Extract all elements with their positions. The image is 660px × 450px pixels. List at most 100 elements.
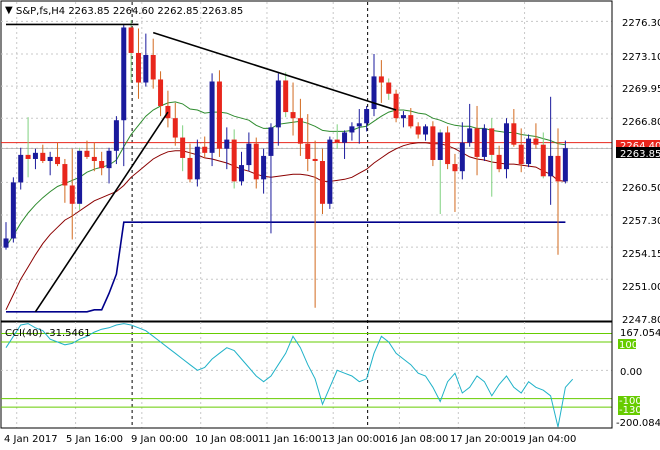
candle-body [548, 155, 554, 177]
candle-body [239, 165, 245, 182]
candle-body [231, 139, 237, 182]
candle-body [69, 185, 75, 204]
candle-body [526, 138, 532, 165]
price-tick-label: 2247.80 [622, 315, 660, 326]
candle-body [62, 164, 68, 186]
price-tag-current-label: 2263.85 [620, 149, 660, 160]
price-tag-red-label: 2264.40 [620, 141, 660, 152]
cci-tick-label: 167.0543 [620, 328, 660, 339]
candle-body [533, 138, 539, 145]
candle-body [481, 128, 487, 157]
time-tick-label: 11 Jan 16:00 [258, 434, 321, 445]
price-tag-current [616, 147, 660, 158]
candle-body [342, 132, 348, 143]
candle-body [180, 137, 186, 158]
candle-body [349, 126, 355, 133]
candle-body [297, 118, 303, 144]
candle-body [187, 157, 193, 180]
candle-body [452, 164, 458, 172]
candle-body [305, 143, 311, 159]
candle-body [518, 144, 524, 165]
trend-lines[interactable] [6, 23, 397, 313]
header-arrow-icon[interactable]: ▼ [5, 5, 13, 16]
candle-body [415, 126, 421, 135]
time-tick-label: 16 Jan 08:00 [385, 434, 448, 445]
candle-body [202, 146, 208, 153]
candle-body [135, 52, 141, 83]
candle-body [77, 150, 83, 204]
candle-body [261, 155, 267, 180]
candle-body [224, 139, 230, 149]
candle-body [150, 55, 156, 80]
cci-level-tag-100 [618, 339, 636, 349]
trend-line [34, 111, 169, 313]
candle-body [371, 76, 377, 110]
candle-body [334, 139, 340, 143]
candle-body [364, 109, 370, 124]
trend-line [152, 31, 397, 111]
price-tick-label: 2273.10 [622, 52, 660, 63]
candle-body [91, 156, 97, 161]
support-step-line [6, 221, 566, 313]
candle-body [246, 143, 252, 166]
candle-body [47, 156, 53, 161]
candle-body [10, 182, 16, 239]
grid-lines [1, 2, 612, 428]
cci-tick-label: -100 [619, 396, 642, 407]
candle-body [275, 80, 281, 128]
time-tick-label: 13 Jan 00:00 [322, 434, 385, 445]
candle-body [253, 143, 259, 180]
time-tick-label: 9 Jan 00:00 [131, 434, 188, 445]
candle-body [467, 128, 473, 143]
candle-body [540, 144, 546, 177]
price-tick-label: 2266.80 [622, 117, 660, 128]
candle-body [290, 112, 296, 119]
candle-body [496, 154, 502, 170]
cci-level-tag-minus130 [618, 405, 640, 415]
candle-body [356, 123, 362, 127]
price-tick-label: 2269.95 [622, 84, 660, 95]
candle-body [121, 27, 127, 121]
candle-body [18, 154, 24, 183]
time-axis: 4 Jan 2017 5 Jan 16:00 9 Jan 00:00 10 Ja… [4, 434, 576, 445]
candle-body [268, 127, 274, 156]
price-tick-label: 2251.00 [622, 282, 660, 293]
candle-body [437, 132, 443, 160]
candle-body [209, 81, 215, 153]
cci-level-tag-minus100 [618, 396, 640, 406]
candle-body [3, 238, 9, 248]
candle-body [40, 152, 46, 161]
candle-body [106, 150, 112, 169]
time-tick-label: 10 Jan 08:00 [195, 434, 258, 445]
cci-header-label: CCI(40) -31.5461 [5, 328, 91, 339]
candle-body [445, 132, 451, 165]
cci-tick-label: 0.00 [620, 367, 642, 378]
candle-body [32, 152, 38, 159]
candle-body [511, 123, 517, 145]
price-tick-label: 2257.30 [622, 216, 660, 227]
candle-body [423, 126, 429, 135]
candle-body [562, 148, 568, 182]
candle-body [55, 156, 61, 165]
candle-body [393, 93, 399, 119]
candle-body [194, 146, 200, 180]
time-tick-label: 19 Jan 04:00 [513, 434, 576, 445]
time-tick-label: 5 Jan 16:00 [66, 434, 123, 445]
candlesticks [3, 20, 568, 308]
chart-header-label: S&P,fs,H4 2263.85 2264.60 2262.85 2263.8… [16, 6, 243, 17]
cci-line [5, 323, 574, 428]
price-tick-label: 2276.30 [622, 18, 660, 29]
candle-body [216, 81, 222, 149]
price-tag-red [616, 140, 660, 151]
candle-body [158, 79, 164, 106]
candle-body [327, 139, 333, 204]
candle-body [489, 128, 495, 155]
candle-body [99, 161, 105, 169]
price-tick-label: 2254.15 [622, 249, 660, 260]
candle-body [128, 27, 134, 53]
time-tick-label: 4 Jan 2017 [4, 434, 58, 445]
candle-body [474, 128, 480, 157]
